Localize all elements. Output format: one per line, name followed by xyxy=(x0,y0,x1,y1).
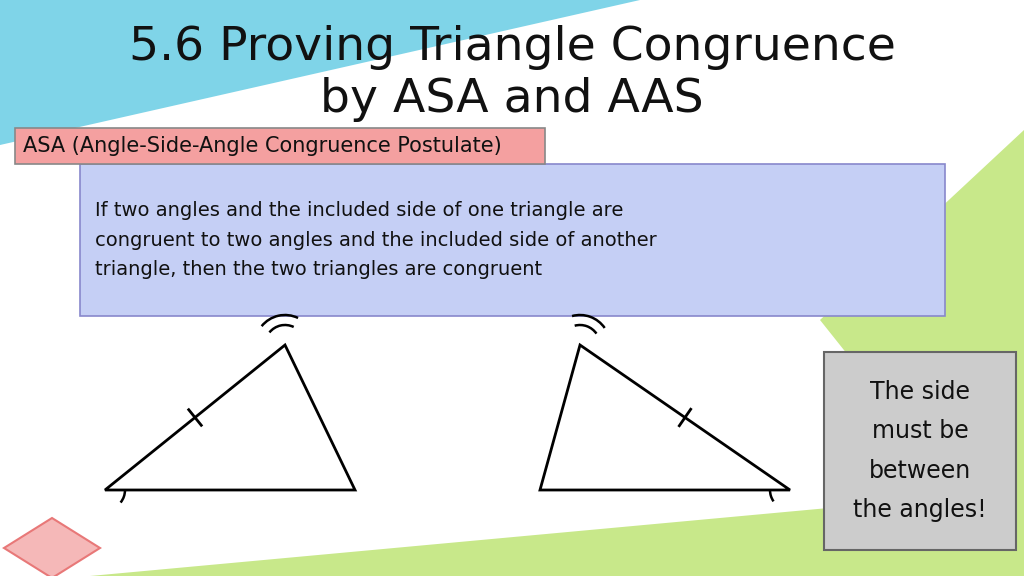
FancyBboxPatch shape xyxy=(15,128,545,164)
Polygon shape xyxy=(820,130,1024,576)
Text: The side
must be
between
the angles!: The side must be between the angles! xyxy=(853,380,987,522)
FancyBboxPatch shape xyxy=(80,164,945,316)
Text: ASA (Angle-Side-Angle Congruence Postulate): ASA (Angle-Side-Angle Congruence Postula… xyxy=(23,136,502,156)
Text: 5.6 Proving Triangle Congruence: 5.6 Proving Triangle Congruence xyxy=(129,25,895,70)
FancyBboxPatch shape xyxy=(824,352,1016,550)
Polygon shape xyxy=(4,518,100,576)
Polygon shape xyxy=(90,490,1024,576)
Text: by ASA and AAS: by ASA and AAS xyxy=(321,78,703,123)
Text: If two angles and the included side of one triangle are
congruent to two angles : If two angles and the included side of o… xyxy=(95,201,656,279)
Polygon shape xyxy=(0,0,640,145)
